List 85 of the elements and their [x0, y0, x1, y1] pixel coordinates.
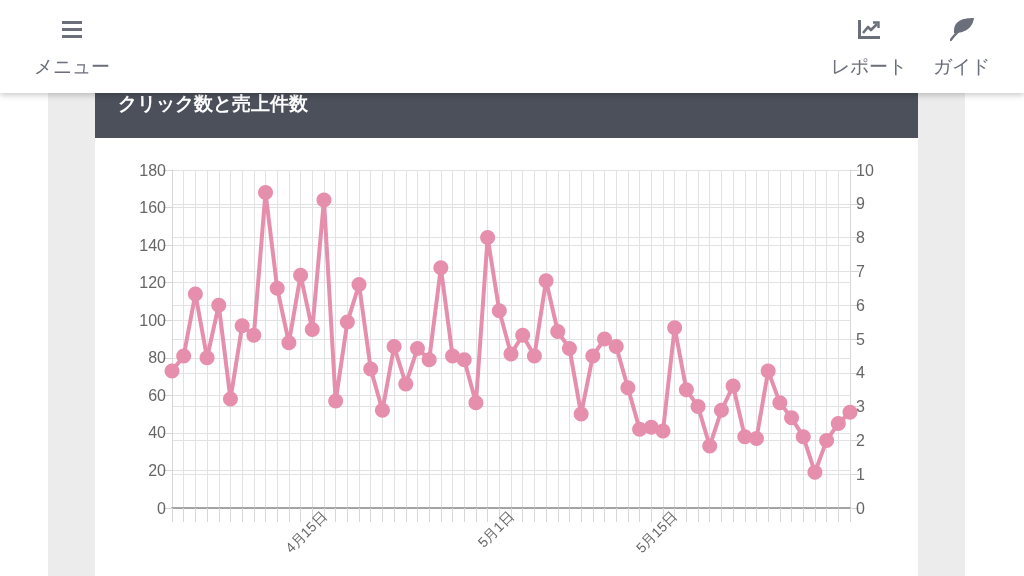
y2-tick-label: 7 [856, 262, 865, 280]
point [597, 331, 613, 347]
chart-title: クリック数と売上件数 [118, 92, 308, 116]
y-tick-label: 180 [139, 161, 167, 179]
point [164, 363, 180, 379]
point [386, 339, 402, 355]
point [795, 429, 811, 445]
y2-tick-label: 6 [856, 296, 865, 314]
y2-tick-label: 8 [856, 229, 865, 247]
y2-tick-label: 1 [856, 465, 865, 483]
point [608, 339, 624, 355]
point [503, 346, 519, 362]
point [830, 416, 846, 431]
text: レポート [830, 55, 908, 79]
point [199, 350, 215, 366]
point [491, 303, 507, 319]
y2-tick-label: 9 [856, 195, 865, 213]
point [690, 399, 706, 415]
y-tick-label: 20 [148, 461, 167, 479]
y-tick-label: 40 [148, 424, 167, 442]
point [293, 267, 309, 283]
point [725, 378, 741, 394]
point [702, 438, 718, 454]
point [433, 260, 449, 276]
point [304, 322, 320, 338]
point [328, 393, 344, 409]
x-tick-label: 4月15日 [282, 508, 330, 556]
point [234, 318, 250, 334]
y2-tick-label: 10 [856, 161, 874, 179]
point [351, 277, 367, 293]
point [222, 391, 238, 407]
y-tick-label: 0 [157, 499, 167, 517]
point [760, 363, 776, 379]
point [842, 404, 858, 420]
point [187, 286, 203, 302]
point [620, 380, 636, 396]
point [398, 376, 414, 392]
point [468, 395, 484, 411]
point [807, 464, 823, 480]
point [316, 192, 332, 208]
point [480, 230, 496, 246]
point [258, 185, 274, 201]
y-tick-label: 100 [139, 311, 167, 329]
x-tick-label: 5月15日 [632, 508, 681, 556]
point [772, 395, 788, 411]
point [374, 402, 390, 418]
point [281, 335, 297, 351]
point [246, 327, 262, 343]
point [410, 340, 425, 356]
point [538, 273, 554, 289]
point [526, 348, 542, 364]
point [176, 348, 192, 364]
point [339, 314, 355, 330]
point [445, 348, 461, 364]
point [550, 323, 566, 339]
text: メニュー [33, 55, 111, 79]
point [421, 352, 437, 368]
x-tick-label: 5月1日 [474, 508, 517, 551]
y-tick-label: 160 [139, 199, 167, 217]
point [643, 419, 659, 435]
point [573, 406, 589, 422]
point [585, 348, 601, 364]
y2-tick-label: 2 [856, 431, 865, 449]
y-tick-label: 60 [148, 386, 167, 404]
point [515, 327, 531, 343]
y2-tick-label: 3 [856, 398, 865, 416]
point [363, 361, 379, 377]
y-tick-label: 120 [139, 274, 167, 292]
y-tick-label: 80 [148, 349, 167, 367]
point [456, 352, 472, 368]
point [784, 410, 800, 426]
y-tick-label: 140 [139, 236, 167, 254]
y2-tick-label: 4 [856, 364, 865, 382]
point [749, 431, 764, 447]
point [269, 280, 285, 296]
point [561, 340, 577, 356]
point [667, 320, 683, 336]
point [211, 297, 227, 313]
y2-tick-label: 5 [856, 330, 865, 348]
text: ガイド [932, 56, 990, 77]
point [655, 423, 671, 439]
point [819, 432, 835, 448]
point [713, 402, 729, 418]
point [678, 382, 694, 398]
y2-tick-label: 0 [856, 499, 865, 517]
